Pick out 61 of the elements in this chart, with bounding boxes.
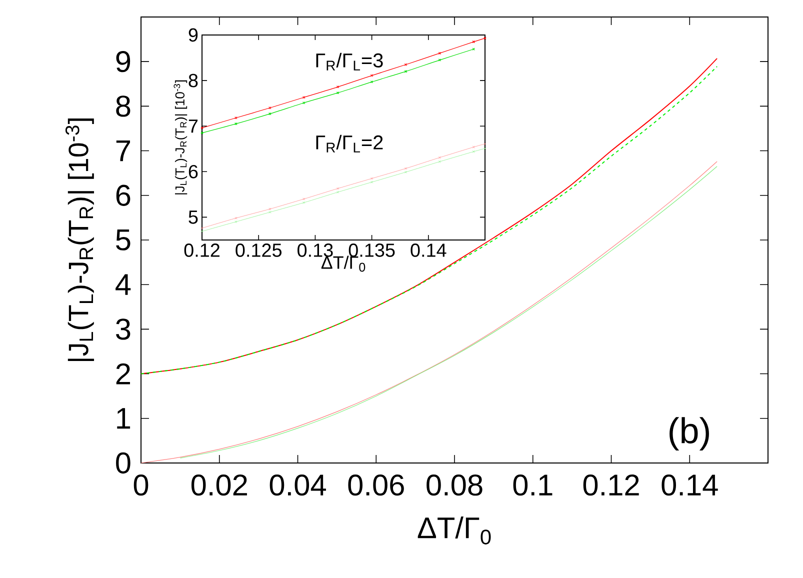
y-tick-label: 6 <box>188 164 198 178</box>
point <box>370 74 374 77</box>
x-tick-label: 0 <box>134 474 148 496</box>
point <box>268 208 272 210</box>
x-tick-label: 0.02 <box>191 474 247 496</box>
y-tick-label: 8 <box>188 74 198 88</box>
x-tick-label: 0.13 <box>298 244 333 257</box>
annotation: Γ$_{R}$/Γ$_{L}$=2 <box>316 134 383 152</box>
point <box>234 116 238 120</box>
point <box>438 156 441 159</box>
x-tick-label: 0.04 <box>270 474 326 496</box>
point <box>472 146 475 148</box>
x-tick-label: 0.1 <box>513 474 552 496</box>
point <box>268 112 272 116</box>
x-tick-label: 0.12 <box>583 474 639 496</box>
y-tick-label: 6 <box>116 184 130 206</box>
x-axis-title: ΔT/Γ$_{0}$ <box>418 516 491 544</box>
annotation: Γ$_{R}$/Γ$_{L}$=3 <box>316 52 383 70</box>
x-tick-label: 0.135 <box>348 244 395 257</box>
x-tick-label: 0.08 <box>426 474 482 496</box>
point <box>234 216 238 220</box>
x-tick-label: 0.12 <box>184 244 220 257</box>
point <box>336 190 340 194</box>
point <box>302 201 306 204</box>
y-tick-label: 7 <box>116 140 130 162</box>
y-tick-label: 4 <box>116 274 131 295</box>
point <box>438 58 442 62</box>
y-tick-label: 3 <box>116 318 130 340</box>
point <box>302 198 306 200</box>
point <box>370 180 374 184</box>
y-tick-label: 9 <box>116 51 130 72</box>
point <box>234 122 238 126</box>
x-tick-label: 0.14 <box>662 474 718 496</box>
point <box>404 63 408 66</box>
y-tick-label: 7 <box>188 120 198 133</box>
y-tick-label: 2 <box>116 363 130 384</box>
y-tick-label: 5 <box>116 230 130 250</box>
point <box>268 106 272 110</box>
x-tick-label: 0.14 <box>410 244 446 257</box>
point <box>438 160 441 163</box>
point <box>404 70 408 73</box>
point <box>370 177 374 180</box>
y-tick-label: 5 <box>188 210 198 224</box>
annotation: (b) <box>670 417 709 451</box>
y-tick-label: 8 <box>116 96 130 117</box>
x-tick-label: 0.06 <box>348 474 404 496</box>
point <box>370 80 374 84</box>
point <box>404 170 408 174</box>
y-tick-label: 9 <box>188 28 198 42</box>
x-tick-label: 0.125 <box>236 244 282 257</box>
point <box>472 150 475 153</box>
point <box>438 52 442 55</box>
y-tick-label: 1 <box>117 408 130 429</box>
text: |J$_{L}$(T$_{L}$)-J$_{R}$(T$_{R}$)| [10$^{-3}$] <box>174 80 188 194</box>
y-tick-label: 0 <box>116 452 130 474</box>
point <box>268 210 272 214</box>
point <box>404 167 408 170</box>
point <box>336 86 340 88</box>
x-axis-title: ΔT/Γ$_{0}$ <box>321 256 366 272</box>
point <box>336 187 340 190</box>
text: |J$_{L}$(T$_{L}$)-J$_{R}$(T$_{R}$)| [10$^{-3}$] <box>65 118 94 361</box>
